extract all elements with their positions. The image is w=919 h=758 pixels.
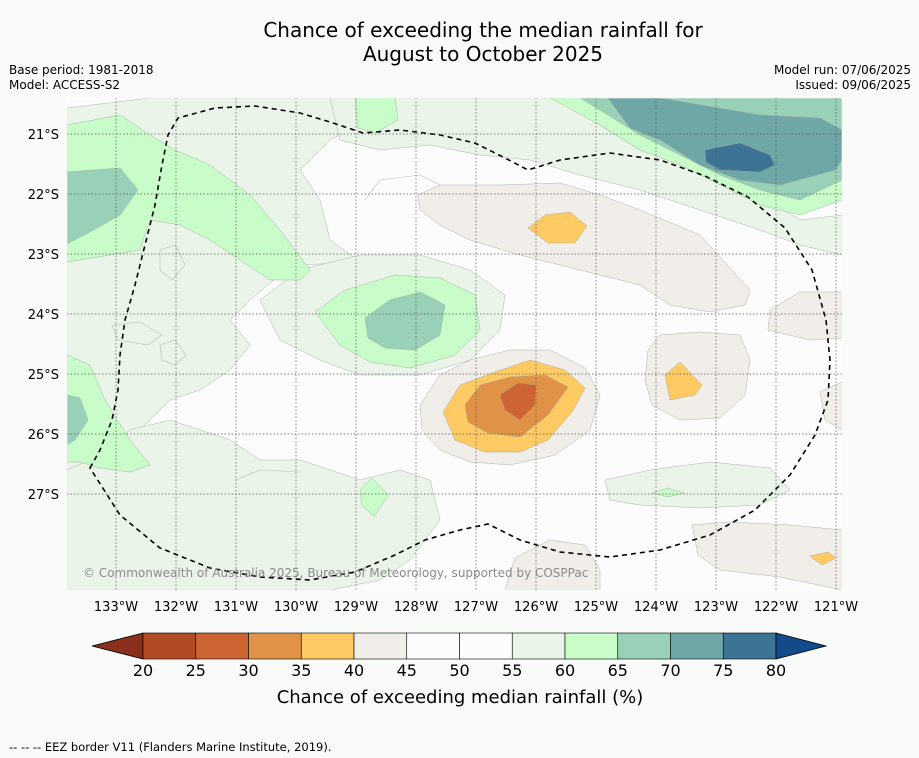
longitude-label: 132°W: [154, 600, 198, 615]
colorbar-tick-label: 25: [186, 661, 206, 680]
contour-60-65-north: [354, 98, 399, 134]
contour-35-40-north: [527, 211, 588, 244]
colorbar-segment: [300, 632, 355, 660]
copyright-text: © Commonwealth of Australia 2025, Bureau…: [83, 566, 588, 580]
colorbar-tick-label: 70: [660, 661, 680, 680]
longitude-label: 124°W: [634, 600, 678, 615]
latitude-label: 27°S: [28, 488, 59, 503]
longitude-label: 125°W: [574, 600, 618, 615]
contour-40-45-far-east: [767, 291, 842, 341]
contour-layer: [67, 98, 842, 590]
latitude-labels: 21°S 22°S 23°S 24°S 25°S 26°S 27°S: [28, 128, 59, 503]
contour-75-80-northeast: [704, 142, 776, 173]
contour-60-65-small-east: [651, 487, 685, 498]
colorbar-title: Chance of exceeding median rainfall (%): [277, 687, 644, 708]
colorbar-tick-label: 60: [555, 661, 575, 680]
contour-60-65-west: [67, 114, 311, 281]
longitude-label: 129°W: [334, 600, 378, 615]
map-title: Chance of exceeding the median rainfall …: [0, 18, 919, 66]
colorbar-segment: [142, 632, 197, 660]
contour-40-45-southeast: [691, 521, 842, 590]
colorbar-tick-label: 50: [449, 661, 469, 680]
contour-65-70-center: [364, 291, 446, 351]
latitude-label: 22°S: [28, 188, 59, 203]
model-run-text: Model run: 07/06/2025: [773, 63, 911, 77]
colorbar-tick-label: 75: [713, 661, 733, 680]
longitude-label: 126°W: [514, 600, 558, 615]
contour-70-75-northeast: [607, 98, 842, 186]
contour-35-40-east: [664, 361, 703, 401]
longitude-label: 131°W: [214, 600, 258, 615]
colorbar: 20 25 30 35 40 45 50 55 60 65 70 75 80: [91, 632, 828, 680]
contour-65-70-southwest: [67, 394, 89, 446]
latitude-label: 21°S: [28, 128, 59, 143]
colorbar-tick-label: 40: [344, 661, 364, 680]
contour-60-65-southwest: [67, 354, 151, 473]
metadata-left: Base period: 1981-2018 Model: ACCESS-S2: [9, 63, 154, 93]
latitude-label: 25°S: [28, 368, 59, 383]
longitude-label: 123°W: [694, 600, 738, 615]
contour-25-30-center: [499, 382, 537, 421]
colorbar-tick-label: 80: [766, 661, 786, 680]
colorbar-tick-label: 35: [291, 661, 311, 680]
metadata-right: Model run: 07/06/2025 Issued: 09/06/2025: [774, 63, 911, 93]
gridlines: [67, 98, 842, 590]
latitude-label: 23°S: [28, 248, 59, 263]
contour-40-45-south: [504, 539, 601, 590]
longitude-label: 121°W: [814, 600, 858, 615]
contour-55-60-southeast: [604, 461, 791, 509]
colorbar-segment: [511, 632, 566, 660]
latitude-label: 26°S: [28, 428, 59, 443]
colorbar-segment: [617, 632, 671, 660]
colorbar-arrow-high: [775, 632, 828, 660]
contour-lines: [111, 174, 441, 481]
colorbar-segment: [670, 632, 724, 660]
colorbar-segment: [722, 632, 777, 660]
colorbar-segment: [564, 632, 619, 660]
colorbar-tick-label: 65: [608, 661, 628, 680]
colorbar-tick-label: 45: [397, 661, 417, 680]
longitude-label: 133°W: [94, 600, 138, 615]
colorbar-segment: [353, 632, 408, 660]
longitude-label: 130°W: [274, 600, 318, 615]
colorbar-segment: [195, 632, 249, 660]
map-frame: [66, 97, 843, 591]
title-line-2: August to October 2025: [362, 42, 604, 66]
model-text: Model: ACCESS-S2: [9, 78, 121, 92]
longitude-labels: 133°W 132°W 131°W 130°W 129°W 128°W 127°W 126°W…: [94, 600, 858, 615]
colorbar-tick-label: 30: [238, 661, 258, 680]
title-line-1: Chance of exceeding the median rainfall …: [263, 18, 703, 42]
issued-text: Issued: 09/06/2025: [795, 78, 911, 92]
colorbar-segment: [406, 632, 460, 660]
colorbar-tick-label: 20: [133, 661, 153, 680]
latitude-label: 24°S: [28, 308, 59, 323]
colorbar-arrow-low: [91, 632, 144, 660]
base-period-text: Base period: 1981-2018: [9, 63, 154, 77]
longitude-label: 127°W: [454, 600, 498, 615]
longitude-label: 128°W: [394, 600, 438, 615]
contour-60-65-small-south: [359, 477, 389, 518]
longitude-label: 122°W: [754, 600, 798, 615]
colorbar-tick-label: 55: [502, 661, 522, 680]
colorbar-segment: [248, 632, 302, 660]
contour-40-45-north: [417, 182, 751, 313]
colorbar-segment: [459, 632, 513, 660]
eez-footnote: -- -- -- EEZ border V11 (Flanders Marine…: [9, 740, 332, 754]
contour-65-70-west: [67, 167, 139, 245]
